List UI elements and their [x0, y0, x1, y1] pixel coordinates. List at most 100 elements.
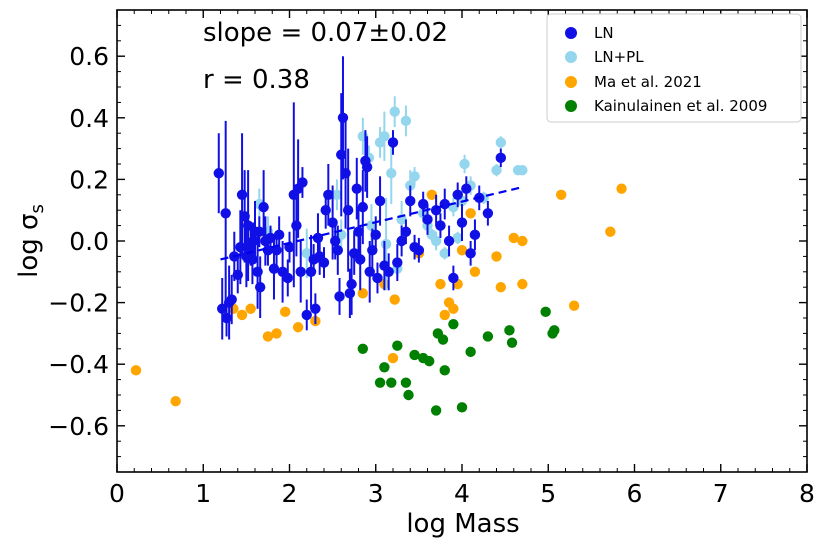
y-tick-label: 0.2	[69, 165, 109, 194]
axis-ticks: 0 1 2 3 4 5 6 7 8 −0.6 −0.4 −0.2 0.0 0.2 0.4 0.6	[48, 10, 815, 508]
ln-point	[327, 217, 338, 228]
ln-point	[295, 266, 306, 277]
ln-point	[297, 177, 308, 188]
kainulainen2009-point	[430, 405, 442, 416]
ma2021-point	[435, 278, 446, 290]
ma2021-point	[170, 395, 181, 407]
ln-point	[435, 220, 446, 231]
ma2021-point	[517, 235, 528, 247]
x-axis-label: log Mass	[406, 509, 519, 539]
ln-point	[232, 269, 243, 281]
kainulainen2009-point	[540, 306, 551, 318]
ln-point	[409, 241, 420, 253]
x-tick-label: 4	[454, 479, 470, 508]
y-axis-label-base: log σ	[14, 214, 44, 278]
ln-point	[351, 183, 362, 194]
y-axis-label: log σs	[14, 204, 48, 278]
x-tick-label: 0	[109, 479, 125, 508]
legend-label-ln-pl: LN+PL	[594, 48, 644, 66]
ln-point	[374, 195, 386, 207]
ln-point	[370, 229, 381, 241]
x-tick-label: 6	[627, 479, 643, 508]
ln-point	[461, 183, 472, 194]
y-tick-label: −0.2	[48, 289, 109, 318]
ln-point	[342, 205, 354, 216]
kainulainen2009-point	[439, 365, 450, 376]
ln-point	[220, 208, 231, 219]
ln-point	[405, 195, 416, 207]
ma2021-point	[130, 365, 142, 376]
ma2021-point	[448, 303, 459, 314]
y-tick-label: −0.6	[48, 412, 109, 441]
legend-label-ln: LN	[594, 24, 614, 42]
ln-point	[308, 254, 319, 265]
plot-frame	[116, 9, 808, 473]
ln-point	[372, 272, 383, 284]
ma2021-point	[508, 232, 519, 244]
ln-point	[392, 257, 403, 268]
legend-marker-kainulainen2009	[565, 100, 577, 112]
ln-pl-point	[400, 115, 412, 127]
kainulainen2009-point	[549, 325, 560, 336]
x-tick-label: 5	[540, 479, 556, 508]
ln-point	[355, 254, 366, 265]
ma2021-point	[292, 322, 304, 333]
r-annotation: r = 0.38	[203, 65, 310, 95]
kainulainen2009-point	[504, 325, 515, 336]
ln-point	[443, 235, 455, 247]
kainulainen2009-point	[357, 343, 369, 354]
kainulainen2009-point	[506, 337, 518, 348]
legend-marker-ln	[565, 27, 577, 39]
ln-point	[258, 201, 269, 213]
ln-point	[320, 205, 331, 216]
ln-point	[248, 235, 259, 247]
ln-point	[273, 229, 285, 241]
x-tick-label: 2	[282, 479, 298, 508]
ln-point	[417, 198, 429, 210]
ma2021-point	[517, 278, 528, 290]
ma2021-point	[271, 328, 282, 339]
ln-point	[495, 152, 507, 164]
slope-annotation: slope = 0.07±0.02	[203, 18, 448, 48]
ln-point	[346, 278, 357, 290]
ma2021-point	[245, 303, 256, 314]
kainulainen2009-point	[374, 377, 386, 388]
ln-point	[217, 303, 228, 314]
ma2021-point	[495, 282, 507, 293]
ma2021-point	[426, 189, 438, 200]
kainulainen2009-point	[448, 318, 459, 330]
ln-point	[456, 217, 468, 228]
ln-pl-point	[439, 248, 450, 259]
ma2021-point	[469, 266, 481, 277]
ln-point	[254, 282, 266, 293]
ln-pl-point	[452, 232, 463, 244]
kainulainen2009-point	[379, 362, 390, 373]
ln-point	[332, 245, 343, 256]
ma2021-point	[605, 226, 616, 237]
ma2021-point	[262, 331, 274, 342]
ln-pl-point	[386, 168, 397, 179]
x-tick-label: 8	[799, 479, 815, 508]
ln-pl-point	[426, 229, 438, 241]
ln-pl-point	[491, 164, 502, 176]
ln-pl-point	[331, 189, 343, 200]
ma2021-point	[236, 309, 248, 321]
ma2021-point	[389, 294, 400, 305]
ln-point	[482, 208, 494, 219]
ma2021-point	[279, 306, 291, 318]
x-tick-label: 1	[195, 479, 211, 508]
ln-point	[357, 201, 369, 213]
ln-point	[226, 294, 237, 305]
ln-pl-point	[517, 164, 528, 176]
ln-pl-point	[459, 158, 470, 170]
ln-point	[344, 288, 356, 299]
kainulainen2009-point	[392, 340, 403, 351]
y-tick-label: 0.0	[69, 227, 109, 256]
ln-point	[469, 229, 481, 241]
ma2021-point	[568, 300, 580, 311]
kainulainen2009-point	[456, 402, 468, 413]
kainulainen2009-point	[403, 389, 414, 401]
ln-point	[422, 214, 433, 225]
ma2021-point	[456, 245, 468, 256]
